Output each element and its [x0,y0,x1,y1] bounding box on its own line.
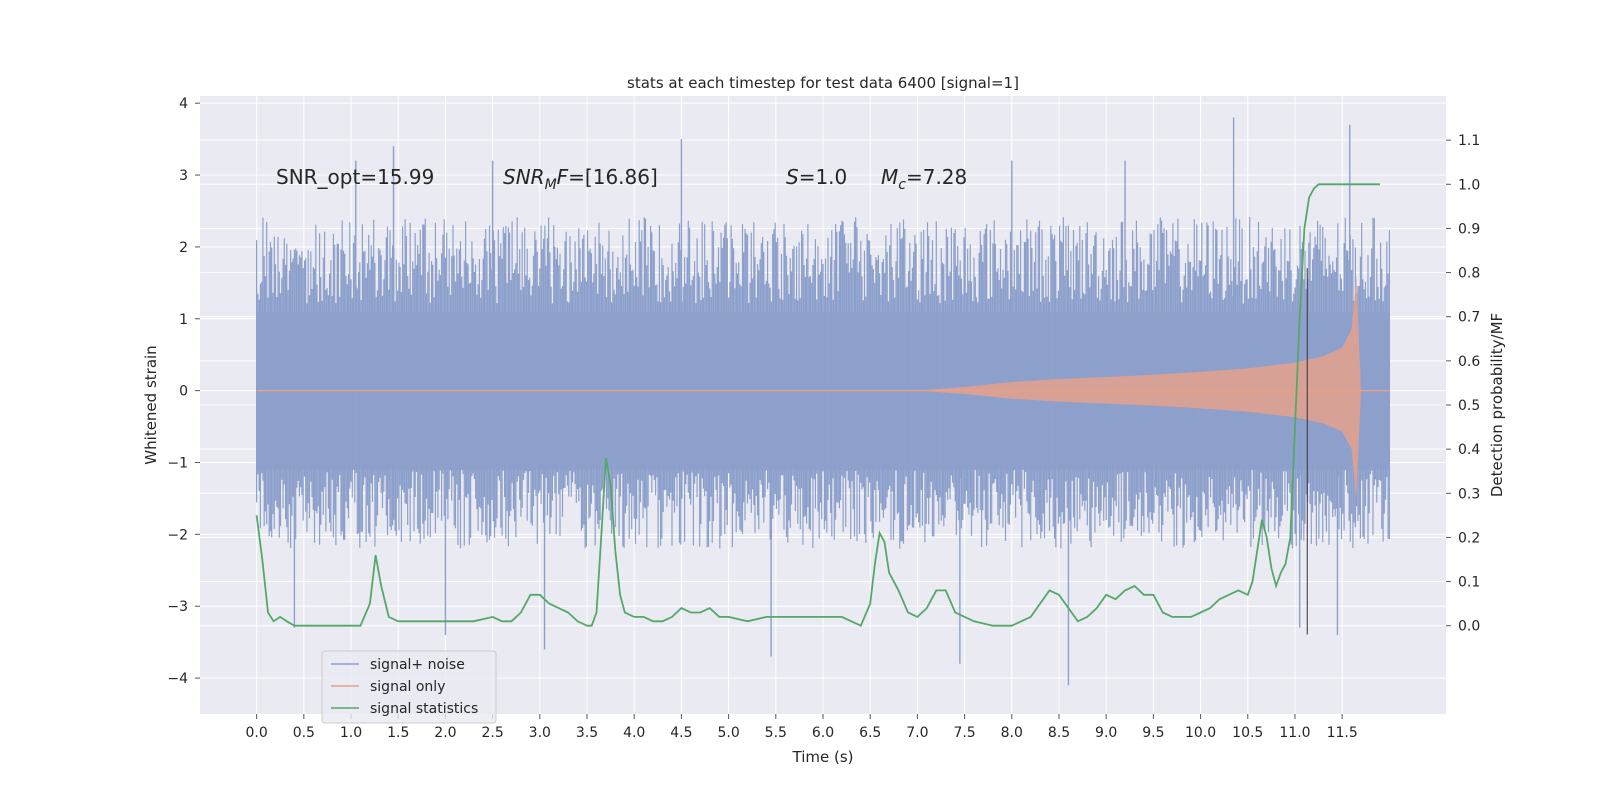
y-tick-label-7: 3 [179,168,188,184]
x-tick-label-9: 4.5 [670,725,692,741]
y2-tick-label-10: 1.0 [1458,177,1480,193]
y-tick-label-6: 2 [179,240,188,256]
x-tick-label-15: 7.5 [953,725,975,741]
y-tick-label-4: 0 [179,384,188,400]
x-tick-label-10: 5.0 [717,725,739,741]
legend-label-signal-statistics: signal statistics [370,701,478,717]
y-axis-label: Whitened strain [142,345,160,464]
y2-tick-label-2: 0.2 [1458,530,1480,546]
x-tick-label-23: 11.5 [1327,725,1358,741]
y-tick-label-5: 1 [179,312,188,328]
y2-axis-label: Detection probability/MF [1488,313,1506,497]
annotation-mc-value: =7.28 [906,165,967,189]
x-tick-label-1: 0.5 [293,725,315,741]
x-tick-label-4: 2.0 [434,725,456,741]
legend-box [321,650,497,724]
x-tick-label-11: 5.5 [765,725,787,741]
y2-tick-label-9: 0.9 [1458,221,1480,237]
y2-tick-label-5: 0.5 [1458,398,1480,414]
signal-only-series [256,275,1390,500]
x-axis-label: Time (s) [792,748,854,766]
x-axis-ticks: 0.0 0.5 1.0 1.5 2.0 2.5 3.0 3.5 4.0 4.5 5.0 5.5 6.0 6… [246,714,1358,741]
y-tick-label-0: −4 [167,671,188,687]
annotation-mc-symbol: M [881,165,898,189]
y-tick-label-3: −1 [167,455,188,471]
y2-tick-label-1: 0.1 [1458,575,1480,591]
annotation-snr-mf-symbol-2: F [557,165,569,189]
x-tick-label-5: 2.5 [481,725,503,741]
legend-label-signal-only: signal only [370,679,445,695]
y2-tick-label-7: 0.7 [1458,310,1480,326]
y-tick-label-8: 4 [179,96,188,112]
x-tick-label-18: 9.0 [1095,725,1117,741]
annotation-s: S=1.0 [786,165,847,189]
x-tick-label-16: 8.0 [1001,725,1023,741]
y-tick-label-1: −3 [167,599,188,615]
x-tick-label-8: 4.0 [623,725,645,741]
x-tick-label-0: 0.0 [246,725,268,741]
x-tick-label-6: 3.0 [529,725,551,741]
y2-axis-ticks: 0.0 0.1 0.2 0.3 0.4 0.5 0.6 0.7 0.8 0.9 1.0 1.1 [1446,133,1480,635]
annotation-mc-subscript: c [898,177,906,193]
annotation-snr-opt: SNR_opt=15.99 [276,165,434,189]
x-tick-label-7: 3.5 [576,725,598,741]
legend: signal+ noise signal only signal statist… [321,650,497,724]
x-tick-label-14: 7.0 [906,725,928,741]
x-tick-label-12: 6.0 [812,725,834,741]
x-tick-label-19: 9.5 [1142,725,1164,741]
annotation-snr-mf-value: =[16.86] [568,165,658,189]
signal-statistics-series [255,183,1380,627]
x-tick-label-17: 8.5 [1048,725,1070,741]
y2-tick-label-4: 0.4 [1458,442,1480,458]
y-axis-ticks: −4 −3 −2 −1 0 1 2 3 4 [167,96,200,687]
signal-statistics-line [255,183,1380,627]
x-tick-label-13: 6.5 [859,725,881,741]
x-tick-label-22: 11.0 [1279,725,1310,741]
y2-tick-label-6: 0.6 [1458,354,1480,370]
x-tick-label-3: 1.5 [387,725,409,741]
annotation-snr-mf-subscript: M [545,177,557,193]
annotation-s-value: =1.0 [799,165,848,189]
annotation-snr-mf-symbol: SNR [503,165,545,189]
y2-tick-label-11: 1.1 [1458,133,1480,149]
y2-tick-label-0: 0.0 [1458,619,1480,635]
y2-tick-label-3: 0.3 [1458,486,1480,502]
x-tick-label-2: 1.0 [340,725,362,741]
chart-title: stats at each timestep for test data 640… [627,74,1019,92]
signal-only-envelope [256,275,1390,500]
annotation-mc: Mc=7.28 [881,165,967,193]
x-tick-label-21: 10.5 [1232,725,1263,741]
y2-tick-label-8: 0.8 [1458,266,1480,282]
annotation-snr-mf: SNRMF=[16.86] [503,165,658,193]
x-tick-label-20: 10.0 [1185,725,1216,741]
legend-label-signal-plus-noise: signal+ noise [370,657,465,673]
y-tick-label-2: −2 [167,527,188,543]
annotation-s-symbol: S [786,165,799,189]
